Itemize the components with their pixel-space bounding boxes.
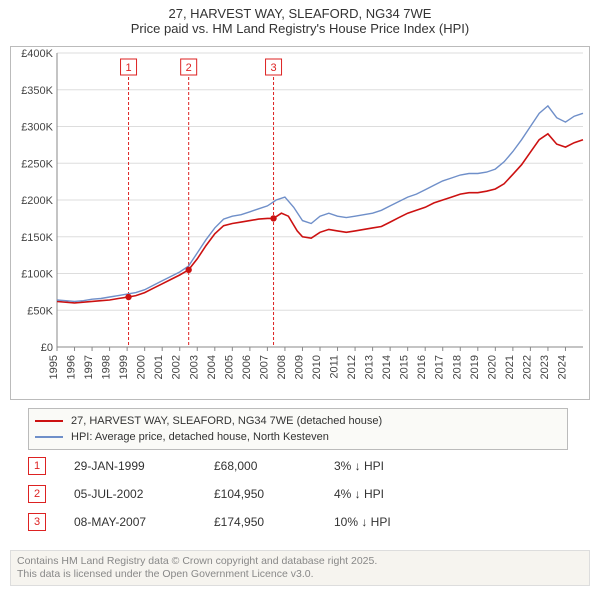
sale-date: 29-JAN-1999 <box>74 459 214 473</box>
svg-text:2007: 2007 <box>258 355 270 379</box>
svg-text:2018: 2018 <box>451 355 463 379</box>
attribution: Contains HM Land Registry data © Crown c… <box>10 550 590 586</box>
svg-text:£400K: £400K <box>21 48 53 60</box>
legend: 27, HARVEST WAY, SLEAFORD, NG34 7WE (det… <box>28 408 568 450</box>
series-price_paid <box>57 134 583 303</box>
svg-text:2008: 2008 <box>276 355 288 379</box>
svg-text:£200K: £200K <box>21 195 53 207</box>
svg-text:2022: 2022 <box>521 355 533 379</box>
sale-price: £174,950 <box>214 515 334 529</box>
legend-label: HPI: Average price, detached house, Nort… <box>71 431 329 443</box>
svg-text:2001: 2001 <box>153 355 165 379</box>
svg-text:2010: 2010 <box>311 355 323 379</box>
svg-text:1995: 1995 <box>48 355 60 379</box>
sale-price: £68,000 <box>214 459 334 473</box>
svg-text:2: 2 <box>186 62 192 74</box>
svg-text:£150K: £150K <box>21 232 53 244</box>
svg-text:2004: 2004 <box>206 355 218 379</box>
svg-text:1997: 1997 <box>83 355 95 379</box>
svg-text:£50K: £50K <box>27 305 53 317</box>
sale-marker-box: 3 <box>28 513 46 531</box>
svg-text:1999: 1999 <box>118 355 130 379</box>
sale-diff: 3% ↓ HPI <box>334 459 494 473</box>
svg-text:2005: 2005 <box>223 355 235 379</box>
attribution-line: Contains HM Land Registry data © Crown c… <box>17 555 583 568</box>
sales-row: 1 29-JAN-1999£68,0003% ↓ HPI <box>28 452 568 480</box>
svg-text:£100K: £100K <box>21 269 53 281</box>
svg-text:£250K: £250K <box>21 158 53 170</box>
svg-text:2014: 2014 <box>381 355 393 379</box>
svg-text:2020: 2020 <box>486 355 498 379</box>
svg-text:2015: 2015 <box>399 355 411 379</box>
svg-text:2006: 2006 <box>241 355 253 379</box>
chart-svg: £0 £50K £100K £150K £200K £250K £300K £350K £400… <box>11 47 589 399</box>
sale-date: 08-MAY-2007 <box>74 515 214 529</box>
title-address: 27, HARVEST WAY, SLEAFORD, NG34 7WE <box>4 6 596 21</box>
svg-text:2013: 2013 <box>364 355 376 379</box>
sales-row: 2 05-JUL-2002£104,9504% ↓ HPI <box>28 480 568 508</box>
title-subtitle: Price paid vs. HM Land Registry's House … <box>4 21 596 36</box>
svg-text:£0: £0 <box>41 342 53 354</box>
title-block: 27, HARVEST WAY, SLEAFORD, NG34 7WE Pric… <box>0 0 600 38</box>
svg-text:2000: 2000 <box>136 355 148 379</box>
svg-text:3: 3 <box>270 62 276 74</box>
sale-diff: 4% ↓ HPI <box>334 487 494 501</box>
sale-marker-box: 1 <box>28 457 46 475</box>
legend-item: HPI: Average price, detached house, Nort… <box>35 429 561 445</box>
sale-marker-box: 2 <box>28 485 46 503</box>
svg-text:£350K: £350K <box>21 85 53 97</box>
svg-text:2017: 2017 <box>434 355 446 379</box>
svg-text:2024: 2024 <box>556 355 568 379</box>
svg-text:1: 1 <box>125 62 131 74</box>
sale-price: £104,950 <box>214 487 334 501</box>
svg-text:2009: 2009 <box>293 355 305 379</box>
sale-diff: 10% ↓ HPI <box>334 515 494 529</box>
legend-swatch <box>35 420 63 422</box>
legend-item: 27, HARVEST WAY, SLEAFORD, NG34 7WE (det… <box>35 413 561 429</box>
sales-row: 3 08-MAY-2007£174,95010% ↓ HPI <box>28 508 568 536</box>
sale-date: 05-JUL-2002 <box>74 487 214 501</box>
legend-swatch <box>35 436 63 438</box>
svg-text:2012: 2012 <box>346 355 358 379</box>
svg-text:2002: 2002 <box>171 355 183 379</box>
svg-text:2021: 2021 <box>504 355 516 379</box>
chart-panel: £0 £50K £100K £150K £200K £250K £300K £350K £400… <box>10 46 590 400</box>
root: 27, HARVEST WAY, SLEAFORD, NG34 7WE Pric… <box>0 0 600 590</box>
svg-text:2016: 2016 <box>416 355 428 379</box>
svg-text:2011: 2011 <box>329 355 341 379</box>
svg-text:2003: 2003 <box>188 355 200 379</box>
series-hpi <box>57 106 583 302</box>
svg-text:1998: 1998 <box>101 355 113 379</box>
svg-text:£300K: £300K <box>21 122 53 134</box>
svg-text:2019: 2019 <box>469 355 481 379</box>
svg-text:2023: 2023 <box>539 355 551 379</box>
sales-table: 1 29-JAN-1999£68,0003% ↓ HPI 2 05-JUL-2002£… <box>28 452 568 536</box>
svg-text:1996: 1996 <box>66 355 78 379</box>
attribution-line: This data is licensed under the Open Gov… <box>17 568 583 581</box>
legend-label: 27, HARVEST WAY, SLEAFORD, NG34 7WE (det… <box>71 415 382 427</box>
